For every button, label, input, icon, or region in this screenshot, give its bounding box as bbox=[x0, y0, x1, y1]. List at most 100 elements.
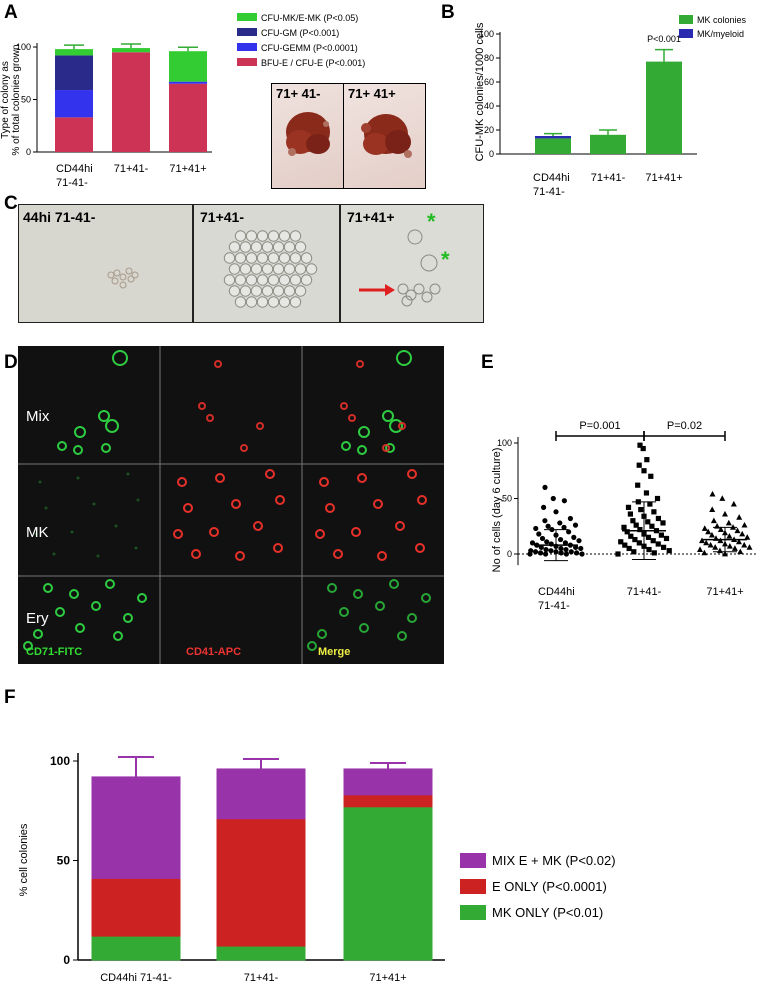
micrograph-71plus-41minus: 71+41- bbox=[193, 204, 340, 323]
y-tick-label: 0 bbox=[63, 953, 70, 967]
data-point bbox=[633, 522, 639, 528]
bar-segment bbox=[169, 81, 207, 84]
fluorescent-cell bbox=[98, 410, 110, 422]
cell bbox=[278, 296, 291, 308]
data-point bbox=[666, 548, 672, 554]
y-tick-label: 50 bbox=[57, 854, 71, 868]
data-point bbox=[722, 510, 728, 517]
data-point bbox=[644, 457, 650, 463]
legend-label: BFU-E / CFU-E (P<0.001) bbox=[261, 58, 365, 68]
cell bbox=[289, 274, 302, 286]
cell bbox=[239, 285, 252, 297]
cell bbox=[239, 263, 252, 275]
legend-label: MK colonies bbox=[697, 15, 747, 25]
fluorescent-cell bbox=[52, 552, 56, 556]
data-point bbox=[645, 534, 652, 540]
data-point bbox=[557, 520, 563, 526]
data-point bbox=[741, 541, 748, 548]
fluorescent-cell bbox=[421, 593, 431, 603]
data-point bbox=[536, 531, 542, 537]
legend-label: MIX E + MK (P<0.02) bbox=[492, 853, 616, 868]
cell bbox=[228, 263, 241, 275]
channel-label-merge: Merge bbox=[318, 646, 351, 658]
fluorescent-cell bbox=[340, 402, 348, 410]
y-axis-label: % of total colonies grown bbox=[11, 44, 22, 155]
cell bbox=[267, 230, 280, 242]
fluorescent-cell bbox=[69, 589, 79, 599]
fluorescent-cell bbox=[214, 360, 222, 368]
data-point bbox=[562, 540, 568, 546]
bar-segment bbox=[216, 768, 306, 820]
data-point bbox=[707, 541, 714, 548]
bar-segment bbox=[91, 877, 181, 937]
data-point bbox=[527, 551, 533, 557]
cell bbox=[256, 252, 269, 264]
data-point bbox=[710, 517, 717, 524]
data-point bbox=[561, 498, 567, 504]
panel-label-d: D bbox=[4, 352, 18, 373]
x-tick-label: 71+41+ bbox=[645, 172, 682, 184]
data-point bbox=[660, 520, 666, 526]
legend-swatch bbox=[679, 29, 693, 38]
data-point bbox=[624, 529, 630, 535]
bar-segment bbox=[343, 806, 433, 961]
cell bbox=[300, 252, 313, 264]
data-point bbox=[717, 526, 724, 532]
y-tick-label: 100 bbox=[479, 29, 494, 39]
y-tick-label: 50 bbox=[21, 95, 31, 105]
data-point bbox=[648, 473, 654, 479]
data-point bbox=[737, 548, 744, 555]
fluorescent-cell bbox=[415, 543, 425, 553]
bar-segment bbox=[55, 117, 93, 152]
fluorescent-cell bbox=[137, 593, 147, 603]
colony-photo-71plus-41plus: 71+ 41+ bbox=[343, 83, 426, 189]
legend-swatch bbox=[679, 15, 693, 24]
data-point bbox=[544, 539, 550, 545]
data-point bbox=[567, 515, 573, 522]
cell bbox=[261, 241, 274, 253]
data-point bbox=[533, 549, 539, 555]
data-point bbox=[538, 544, 544, 550]
data-point bbox=[542, 518, 548, 524]
cell bbox=[272, 241, 285, 253]
data-point bbox=[646, 546, 652, 553]
cell bbox=[256, 274, 269, 286]
bar-segment bbox=[343, 768, 433, 796]
fluorescent-cell bbox=[375, 601, 385, 611]
data-point bbox=[615, 551, 621, 557]
y-tick-label: 80 bbox=[484, 53, 494, 63]
legend-label: CFU-GM (P<0.001) bbox=[261, 28, 339, 38]
data-point bbox=[650, 538, 656, 544]
fluorescent-cell bbox=[235, 551, 245, 561]
legend-label: MK/myeloid bbox=[697, 29, 744, 39]
y-tick-label: 100 bbox=[50, 754, 70, 768]
legend-swatch bbox=[237, 43, 257, 51]
fluorescent-cell bbox=[315, 529, 325, 539]
fluorescent-cell bbox=[382, 410, 394, 422]
data-point bbox=[576, 538, 582, 544]
y-tick-label: 0 bbox=[507, 549, 512, 559]
bar-segment bbox=[55, 55, 93, 91]
fluorescent-cell bbox=[307, 641, 317, 651]
bar-segment bbox=[91, 776, 181, 879]
legend-label: E ONLY (P<0.0001) bbox=[492, 879, 607, 894]
data-point bbox=[545, 523, 551, 529]
channel-label-fitc: CD71-FITC bbox=[26, 646, 83, 658]
fluorescent-cell bbox=[398, 422, 406, 430]
data-point bbox=[701, 525, 708, 531]
data-point bbox=[641, 468, 647, 474]
data-point bbox=[632, 536, 638, 543]
x-tick-label: 71+41- bbox=[627, 586, 662, 598]
data-point bbox=[550, 495, 556, 502]
micrograph-71plus-41plus: 71+41+ * * bbox=[340, 204, 484, 323]
data-point bbox=[703, 539, 710, 546]
fluorescent-cell bbox=[101, 443, 111, 453]
data-point bbox=[625, 504, 632, 510]
y-axis-label: Type of colony as bbox=[0, 61, 11, 139]
fluorescent-cell bbox=[265, 469, 275, 479]
y-tick-label: 60 bbox=[484, 77, 494, 87]
data-point bbox=[573, 544, 579, 550]
data-point bbox=[736, 514, 743, 520]
fluorescent-cell bbox=[395, 521, 405, 531]
bar-segment bbox=[216, 945, 306, 961]
